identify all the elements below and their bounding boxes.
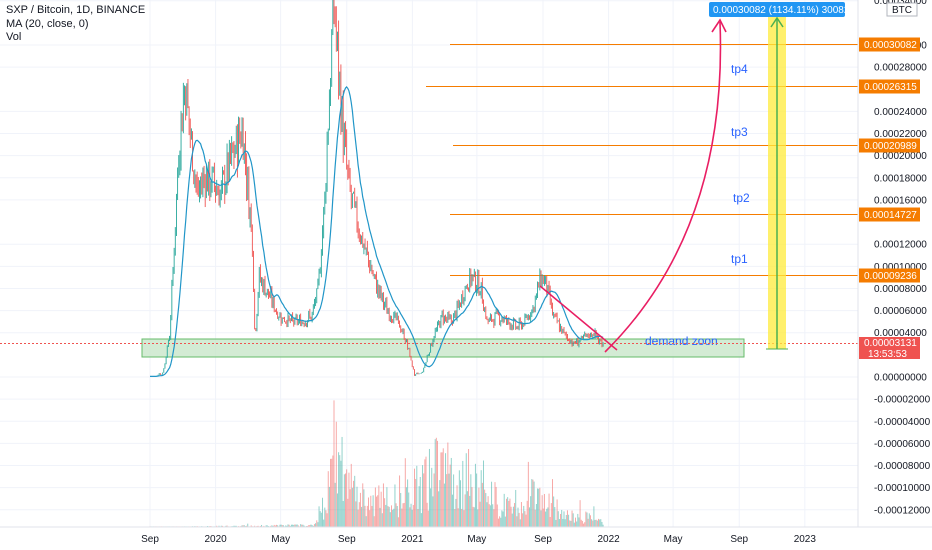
- price-tick-label: -0.00008000: [874, 461, 931, 472]
- time-tick-label: Sep: [730, 534, 748, 545]
- level-tag-text: 0.00026315: [864, 82, 917, 93]
- measure-tooltip-text: 0.00030082 (1134.11%) 30082: [713, 5, 850, 16]
- demand-zone-label: demand zoon: [645, 334, 718, 348]
- btc-tag: [886, 2, 918, 17]
- level-tag-text: 0.00014727: [864, 210, 917, 221]
- price-tick-label: 0.00022000: [874, 129, 927, 140]
- tp-levels: [426, 44, 858, 276]
- price-tick-label: 0.00018000: [874, 173, 927, 184]
- time-tick-label: Sep: [534, 534, 552, 545]
- price-tick-label: -0.00002000: [874, 395, 931, 406]
- price-tick-label: 0.00020000: [874, 151, 927, 162]
- time-tick-label: Sep: [338, 534, 356, 545]
- ma-line: [150, 85, 604, 377]
- level-tag-text: 0.00009236: [864, 271, 917, 282]
- candle-countdown: 13:53:53: [868, 349, 907, 360]
- volume-bars: [149, 400, 604, 527]
- price-tick-label: -0.00012000: [874, 505, 931, 516]
- level-tag-target-top: [859, 37, 920, 52]
- level-tag-text: 0.00020989: [864, 141, 917, 152]
- price-tick-label: 0.00028000: [874, 63, 927, 74]
- ma-indicator-label[interactable]: MA (20, close, 0): [6, 18, 89, 30]
- time-axis[interactable]: Sep 2020 May Sep 2021 May Sep 2022 May Sep 2023: [141, 534, 816, 545]
- tp4-label: tp4: [731, 62, 748, 76]
- tp2-label: tp2: [733, 191, 750, 205]
- time-tick-label: 2023: [794, 534, 817, 545]
- measure-arrow-head: [770, 16, 784, 28]
- btc-tag-text: BTC: [892, 5, 912, 16]
- tp3-label: tp3: [731, 125, 748, 139]
- level-tag-tp2: [859, 207, 920, 222]
- level-tag-text: 0.00030082: [864, 40, 917, 51]
- gridlines: [0, 0, 858, 527]
- price-tick-label: 0.00012000: [874, 240, 927, 251]
- projection-arrow[interactable]: [604, 21, 722, 353]
- symbol-title[interactable]: SXP / Bitcoin, 1D, BINANCE: [6, 4, 146, 16]
- time-tick-label: 2020: [204, 534, 227, 545]
- level-tag-tp4: [859, 79, 920, 94]
- price-tick-label: 0.00006000: [874, 306, 927, 317]
- price-tick-label: 0.00000000: [874, 373, 927, 384]
- price-tick-label: -0.00010000: [874, 483, 931, 494]
- price-tick-label: 0.00008000: [874, 284, 927, 295]
- time-tick-label: Sep: [141, 534, 159, 545]
- time-tick-label: 2021: [401, 534, 424, 545]
- level-tag-tp1: [859, 268, 920, 283]
- price-tick-label: 0.00016000: [874, 195, 927, 206]
- price-axis[interactable]: 0.000340000.000300000.000280000.00024000…: [874, 0, 931, 516]
- time-tick-label: May: [664, 534, 683, 545]
- time-tick-label: May: [271, 534, 290, 545]
- level-tag-tp3: [859, 138, 920, 153]
- candles: [149, 0, 604, 377]
- time-tick-label: May: [467, 534, 486, 545]
- trendline[interactable]: [539, 285, 618, 351]
- price-tick-label: 0.00024000: [874, 107, 927, 118]
- measure-tooltip: [709, 2, 845, 17]
- time-tick-label: 2022: [597, 534, 620, 545]
- current-price-value: 0.00003131: [864, 338, 917, 349]
- level-price-tags: 0.00030082 0.00026315 0.00020989 0.00014727…: [859, 37, 920, 283]
- projection-arrow-head: [711, 18, 727, 33]
- price-tick-label: 0.00004000: [874, 328, 927, 339]
- price-tick-label: -0.00006000: [874, 439, 931, 450]
- volume-indicator-label[interactable]: Vol: [6, 31, 22, 43]
- current-price-tag: [859, 337, 920, 359]
- tp1-label: tp1: [731, 252, 748, 266]
- price-tick-label: -0.00004000: [874, 417, 931, 428]
- price-tick-label: 0.00010000: [874, 262, 927, 273]
